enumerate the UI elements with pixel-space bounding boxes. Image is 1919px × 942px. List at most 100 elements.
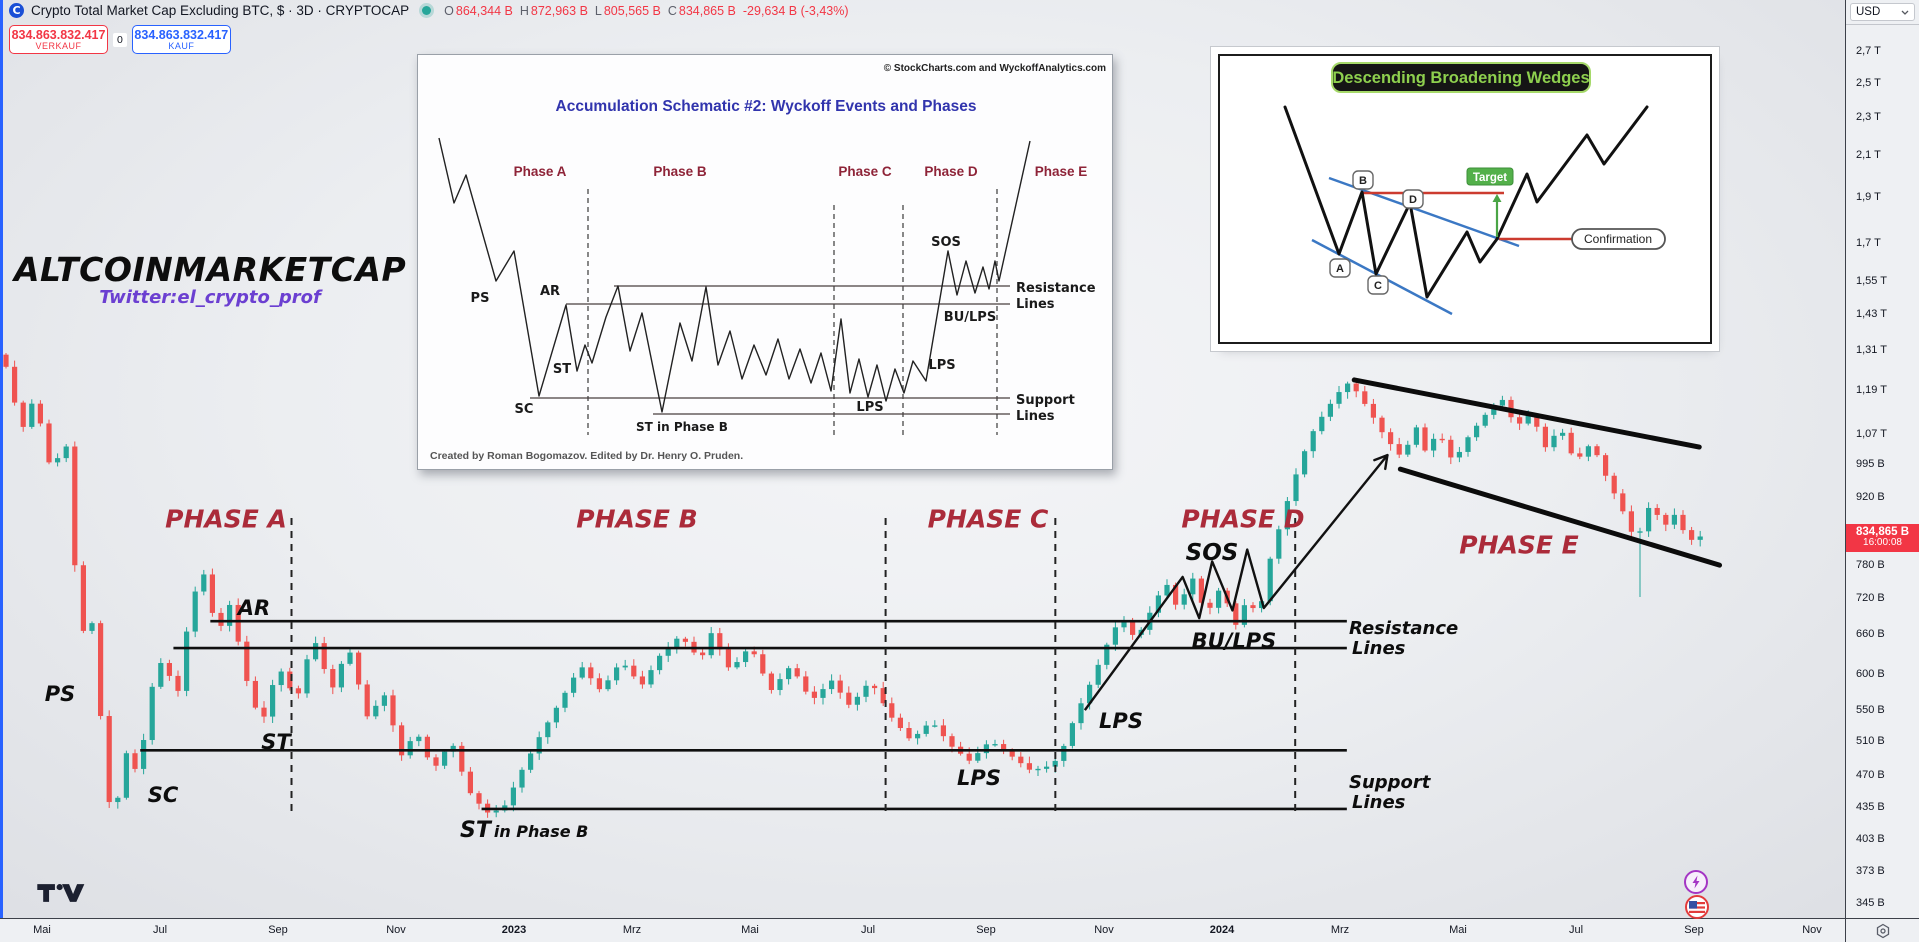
schematic-phase-c: Phase C	[838, 164, 892, 179]
price-tick: 2,1 T	[1856, 149, 1881, 162]
phase-d-label: PHASE D	[1181, 504, 1305, 534]
phase-a-label: PHASE A	[165, 504, 287, 534]
ps-label: PS	[44, 682, 76, 706]
watermark-subtitle: Twitter:el_crypto_prof	[99, 287, 321, 308]
ohlc-close-label: C	[667, 3, 677, 18]
st-in-phase-b-rest: in Phase B	[493, 822, 589, 841]
bu-lps-label: BU/LPS	[1191, 629, 1277, 653]
schematic-phase-a: Phase A	[514, 164, 567, 179]
candlestick-chart[interactable]	[0, 0, 1845, 918]
support-lines-label-2: Lines	[1352, 792, 1406, 813]
price-tick: 373 B	[1856, 864, 1885, 877]
time-tick: Jul	[860, 924, 876, 936]
ohlc-readout: O 864,344 B H 872,963 B L 805,565 B C 834,86…	[444, 4, 848, 18]
schematic-title: Accumulation Schematic #2: Wyckoff Event…	[556, 98, 977, 115]
time-tick: Mai	[741, 924, 759, 936]
st-in-phase-b-label: ST in Phase B	[460, 818, 588, 843]
schematic-st-in-b: ST in Phase B	[636, 420, 728, 434]
price-tick: 1,55 T	[1856, 274, 1887, 287]
pivot-b: B	[1359, 175, 1367, 187]
schematic-phase-b: Phase B	[653, 164, 707, 179]
schematic-copyright: © StockCharts.com and WyckoffAnalytics.c…	[884, 63, 1106, 74]
ohlc-close-value: 834,865 B	[678, 3, 736, 18]
st-in-phase-b-st: ST	[460, 818, 491, 843]
drawing-toolbar-edge	[0, 0, 3, 918]
buy-label: KAUF	[168, 41, 195, 51]
currency-selector[interactable]: USD	[1850, 3, 1915, 21]
symbol-logo-icon: C	[9, 3, 24, 18]
price-tick: 720 B	[1856, 592, 1885, 605]
chevron-down-icon	[1901, 10, 1909, 15]
wedge-price-line	[1283, 105, 1649, 299]
price-tick: 2,7 T	[1856, 44, 1881, 57]
lightning-icon[interactable]	[1683, 869, 1709, 900]
support-lines-label-1: Support	[1349, 772, 1431, 793]
time-tick: Nov	[1094, 924, 1114, 936]
price-tick: 510 B	[1856, 735, 1885, 748]
schematic-sos: SOS	[931, 235, 961, 250]
watermark: ALTCOINMARKETCAP Twitter:el_crypto_prof	[14, 250, 406, 308]
ohlc-low-label: L	[594, 3, 602, 18]
time-tick: Jul	[152, 924, 168, 936]
schematic-credit: Created by Roman Bogomazov. Edited by Dr…	[430, 450, 743, 462]
sell-label: VERKAUF	[35, 41, 82, 51]
ar-label: AR	[237, 596, 271, 620]
price-tick: 920 B	[1856, 490, 1885, 503]
sc-label: SC	[147, 783, 179, 807]
ohlc-low-value: 805,565 B	[603, 3, 661, 18]
wedge-title-box	[1331, 62, 1591, 93]
symbol-title[interactable]: Crypto Total Market Cap Excluding BTC, $…	[31, 3, 410, 18]
watermark-title: ALTCOINMARKETCAP	[14, 250, 407, 289]
price-tick: 550 B	[1856, 703, 1885, 716]
schematic-support-2: Lines	[1016, 409, 1055, 424]
schematic-phase-e: Phase E	[1035, 164, 1088, 179]
pivot-c: C	[1374, 280, 1382, 292]
schematic-sc: SC	[515, 402, 534, 417]
ohlc-open-value: 864,344 B	[455, 3, 513, 18]
confirmation-box	[1571, 228, 1666, 250]
pivot-a: A	[1336, 263, 1344, 275]
price-tick: 1,07 T	[1856, 428, 1887, 441]
ohlc-high-value: 872,963 B	[530, 3, 588, 18]
time-axis[interactable]: Mai Jul Sep Nov 2023 Mrz Mai Jul Sep Nov 2024 Mrz Ma…	[0, 918, 1845, 942]
time-tick: 2024	[1209, 924, 1235, 936]
schematic-lps-c: LPS	[856, 400, 883, 415]
spread-value: 0	[113, 32, 127, 47]
tradingview-logo[interactable]	[36, 883, 88, 908]
price-tick: 1,9 T	[1856, 190, 1881, 203]
wedge-pattern-drawing: Descending Broadening Wedges Target Conf…	[1283, 62, 1666, 316]
us-flag-icon[interactable]	[1684, 894, 1710, 925]
scale-settings-icon	[1876, 923, 1889, 938]
lps-phase-c-label: LPS	[957, 766, 1001, 790]
schematic-ps: PS	[471, 291, 490, 306]
price-tick: 470 B	[1856, 768, 1885, 781]
ticker-bar: C Crypto Total Market Cap Excluding BTC,…	[9, 3, 849, 18]
bar-countdown: 16:00:08	[1863, 537, 1902, 549]
resistance-lines-label-1: Resistance	[1349, 618, 1459, 639]
target-box	[1466, 167, 1514, 186]
price-tick: 780 B	[1856, 559, 1885, 572]
sell-button[interactable]: 834.863.832.417 VERKAUF	[9, 25, 108, 54]
time-tick: Mrz	[622, 924, 642, 936]
time-tick: Mai	[33, 924, 51, 936]
time-tick: Mai	[1449, 924, 1467, 936]
currency-label: USD	[1856, 6, 1881, 18]
last-price-badge: 834,865 B 16:00:08	[1846, 524, 1919, 553]
market-status-dot-icon[interactable]	[422, 6, 432, 15]
sell-price: 834.863.832.417	[11, 28, 106, 42]
schematic-resistance-1: Resistance	[1016, 281, 1096, 296]
price-tick: 995 B	[1856, 458, 1885, 471]
axis-settings-corner[interactable]	[1845, 918, 1919, 942]
ohlc-open-label: O	[444, 3, 454, 18]
price-tick: 435 B	[1856, 800, 1885, 813]
price-tick: 1,31 T	[1856, 344, 1887, 357]
schematic-phase-d: Phase D	[924, 164, 978, 179]
time-tick: Sep	[976, 924, 996, 936]
price-tick: 600 B	[1856, 667, 1885, 680]
change-value: -29,634 B (-3,43%)	[742, 3, 849, 18]
pivot-d: D	[1409, 194, 1417, 206]
buy-button[interactable]: 834.863.832.417 KAUF	[131, 25, 231, 54]
pivot-badges: A B C D	[1329, 170, 1424, 295]
price-axis[interactable]: USD 2,7 T 2,5 T 2,3 T 2,1 T 1,9 T 1,7 T 1,55 T…	[1845, 0, 1919, 918]
